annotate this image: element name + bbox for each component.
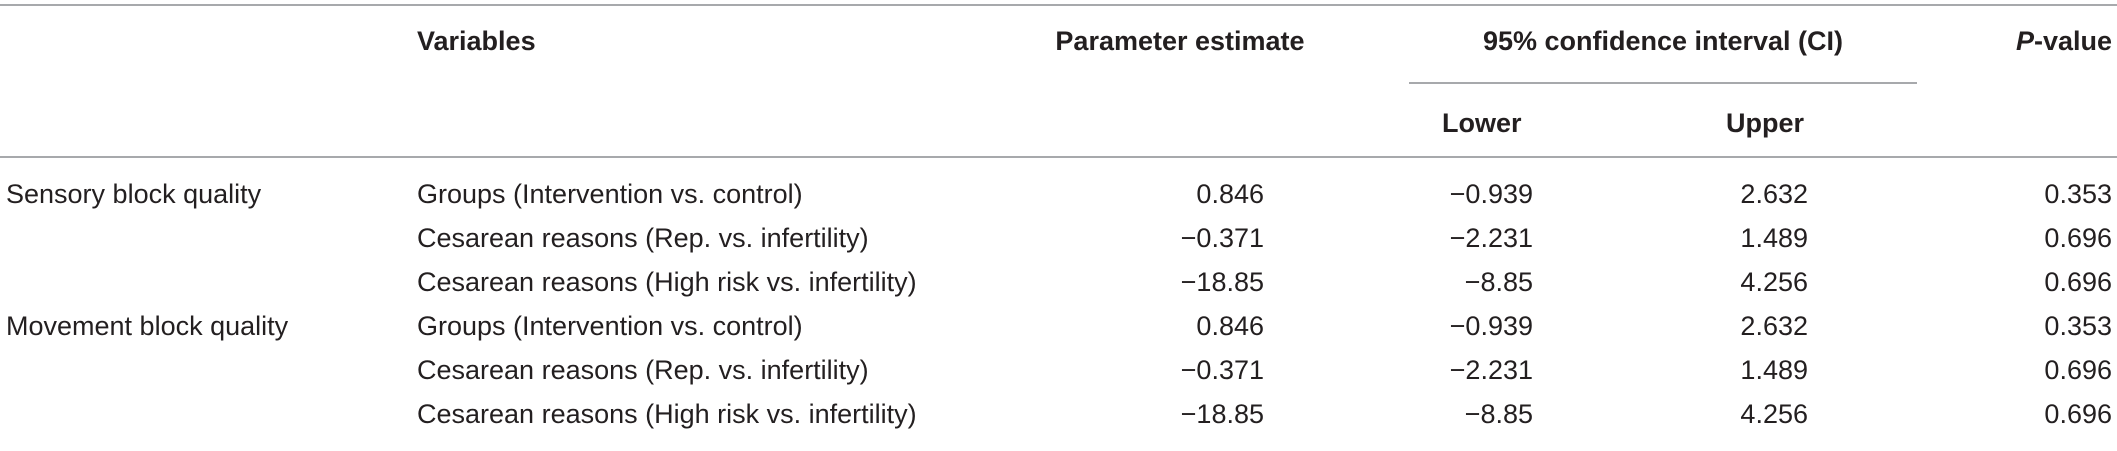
row-ci-upper: 2.632 [1740,179,1808,209]
row-variable: Cesarean reasons (High risk vs. infertil… [417,399,917,429]
header-lower: Lower [1442,108,1522,138]
header-p-letter: P [2015,26,2034,56]
row-ci-lower: −2.231 [1449,223,1533,253]
row-ci-lower: −0.939 [1449,311,1533,341]
row-variable: Cesarean reasons (Rep. vs. infertility) [417,223,869,253]
header-confidence-interval: 95% confidence interval (CI) [1482,26,1844,56]
row-ci-upper: 2.632 [1740,311,1808,341]
row-ci-upper: 4.256 [1740,267,1808,297]
row-ci-upper: 1.489 [1740,223,1808,253]
row-ci-lower: −8.85 [1464,267,1533,297]
row-variable: Cesarean reasons (High risk vs. infertil… [417,267,917,297]
row-ci-upper: 1.489 [1740,355,1808,385]
row-ci-lower: −2.231 [1449,355,1533,385]
ci-underline-rule [1409,82,1917,84]
row-group-label: Sensory block quality [6,179,262,209]
row-estimate: −18.85 [1180,399,1264,429]
row-estimate: −18.85 [1180,267,1264,297]
row-group-label: Movement block quality [6,311,289,341]
row-p-value: 0.696 [2044,223,2112,253]
header-upper: Upper [1726,108,1805,138]
row-estimate: 0.846 [1196,311,1264,341]
row-p-value: 0.353 [2044,179,2112,209]
row-variable: Groups (Intervention vs. control) [417,311,803,341]
row-ci-lower: −0.939 [1449,179,1533,209]
row-estimate: 0.846 [1196,179,1264,209]
row-estimate: −0.371 [1180,223,1264,253]
row-p-value: 0.353 [2044,311,2112,341]
header-p-suffix: -value [2033,26,2112,56]
header-bottom-rule [0,156,2117,158]
header-parameter-estimate: Parameter estimate [1055,26,1305,56]
row-estimate: −0.371 [1180,355,1264,385]
top-rule [0,4,2117,6]
row-p-value: 0.696 [2044,399,2112,429]
row-variable: Groups (Intervention vs. control) [417,179,803,209]
header-variables: Variables [417,26,536,56]
row-ci-lower: −8.85 [1464,399,1533,429]
header-p-value: P-value [1930,24,2112,58]
row-p-value: 0.696 [2044,355,2112,385]
row-variable: Cesarean reasons (Rep. vs. infertility) [417,355,869,385]
row-ci-upper: 4.256 [1740,399,1808,429]
row-p-value: 0.696 [2044,267,2112,297]
